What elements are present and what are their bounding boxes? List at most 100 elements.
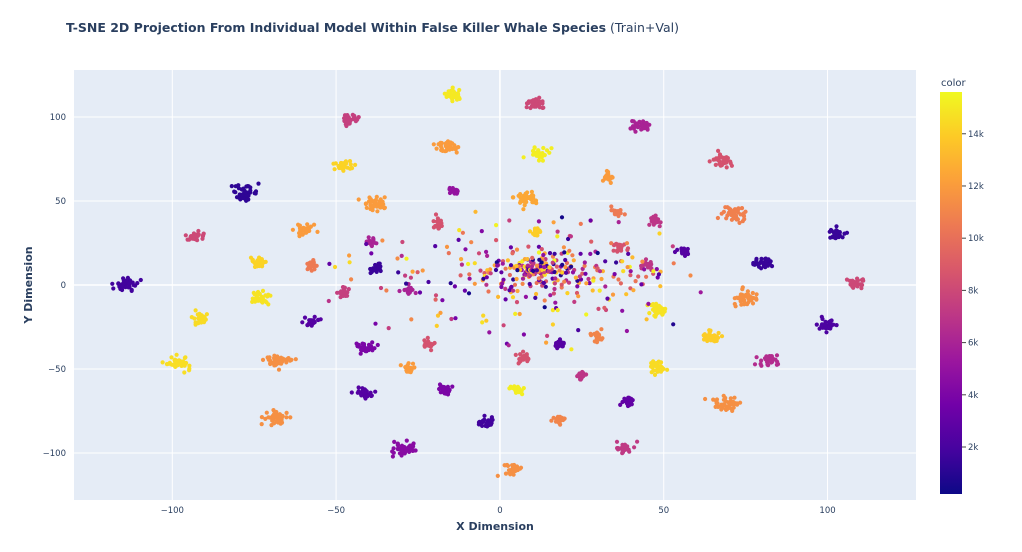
data-point	[264, 410, 269, 415]
data-point	[657, 231, 662, 236]
data-point	[369, 251, 374, 256]
cluster	[397, 282, 418, 296]
cluster	[639, 257, 654, 272]
data-point	[860, 277, 866, 282]
data-point	[603, 174, 608, 179]
data-point	[467, 272, 472, 277]
data-point	[546, 269, 551, 274]
data-point	[503, 266, 508, 271]
data-point	[658, 305, 663, 310]
chart-title-subtitle: (Train+Val)	[610, 20, 679, 35]
data-point	[620, 308, 625, 313]
data-point	[395, 256, 400, 261]
data-point	[454, 97, 460, 102]
data-point	[408, 370, 413, 375]
data-point	[526, 272, 531, 277]
y-tick-label: −100	[43, 449, 66, 459]
data-point	[338, 295, 343, 300]
data-point	[550, 260, 555, 265]
data-point	[484, 318, 489, 323]
data-point	[436, 226, 441, 231]
colorbar-tick-label: 12k	[968, 182, 984, 192]
data-point	[554, 418, 559, 423]
data-point	[604, 168, 610, 174]
data-point	[400, 239, 405, 245]
data-point	[455, 189, 460, 194]
data-point	[702, 332, 707, 337]
data-point	[584, 312, 589, 317]
data-point	[126, 285, 131, 290]
data-point	[429, 344, 434, 349]
cluster	[618, 395, 635, 409]
data-point	[269, 415, 275, 421]
data-point	[435, 313, 441, 318]
cluster	[305, 258, 319, 273]
data-point	[529, 196, 534, 201]
data-point	[293, 357, 298, 362]
data-point	[135, 281, 140, 286]
data-point	[456, 145, 461, 150]
data-point	[195, 320, 200, 325]
data-point	[524, 105, 529, 110]
cluster	[649, 359, 670, 377]
data-point	[742, 217, 747, 222]
data-point	[654, 267, 659, 272]
gridlines	[74, 70, 916, 500]
data-point	[368, 197, 373, 202]
data-point	[353, 162, 358, 167]
data-point	[541, 280, 547, 286]
data-point	[176, 362, 181, 367]
data-point	[624, 292, 629, 297]
cluster	[431, 139, 461, 155]
data-point	[764, 356, 770, 361]
data-point	[616, 220, 621, 225]
data-point	[588, 218, 593, 223]
data-point	[438, 218, 443, 223]
data-point	[834, 224, 839, 229]
data-point	[377, 261, 382, 266]
data-point	[610, 175, 615, 180]
data-point	[533, 295, 538, 300]
data-point	[564, 270, 569, 275]
data-point	[608, 180, 613, 185]
colorbar-tick-label: 2k	[968, 443, 978, 453]
data-point	[480, 423, 485, 428]
data-point	[265, 294, 270, 299]
data-point	[577, 374, 582, 379]
data-point	[415, 270, 420, 275]
data-point	[597, 336, 602, 341]
data-point	[406, 361, 411, 366]
data-point	[503, 471, 509, 476]
data-point	[395, 447, 401, 452]
data-point	[372, 240, 377, 245]
data-point	[543, 284, 548, 289]
data-point	[308, 224, 313, 229]
data-point	[571, 258, 576, 263]
data-point	[565, 291, 570, 296]
cluster	[521, 145, 554, 163]
data-point	[551, 220, 556, 225]
colorbar-tick-label: 6k	[968, 339, 978, 349]
data-point	[326, 298, 331, 304]
data-point	[431, 142, 436, 147]
data-point	[459, 262, 464, 267]
data-point	[680, 251, 685, 256]
data-point	[716, 158, 721, 163]
data-point	[541, 145, 546, 151]
data-point	[653, 213, 658, 218]
data-point	[305, 323, 310, 328]
data-point	[603, 259, 608, 264]
data-point	[517, 357, 522, 362]
data-point	[740, 287, 745, 292]
data-point	[332, 264, 338, 270]
data-point	[253, 191, 258, 196]
data-point	[525, 263, 531, 268]
data-point	[463, 247, 468, 252]
data-point	[741, 214, 747, 219]
data-point	[592, 339, 597, 344]
cluster	[701, 328, 725, 344]
data-point	[567, 248, 572, 253]
data-point	[555, 234, 560, 239]
data-point	[508, 263, 514, 268]
data-point	[450, 99, 455, 104]
